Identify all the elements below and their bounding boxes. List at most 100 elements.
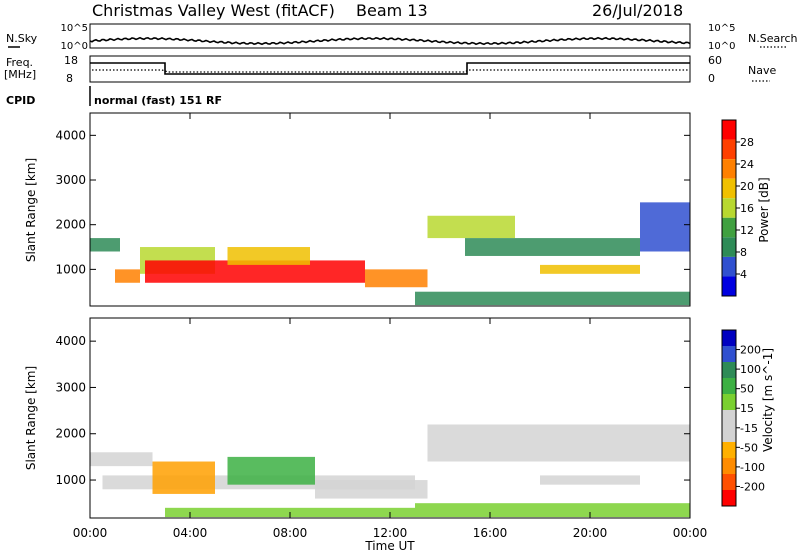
heatmap-region	[540, 475, 640, 485]
nave-label: Nave	[748, 64, 776, 77]
heatmap-region	[227, 247, 310, 265]
noise-left-tick-top: 10^5	[61, 23, 88, 34]
colorbar-swatch	[722, 139, 736, 160]
noise-right-tick-top: 10^5	[708, 23, 735, 34]
noise-right-tick-bottom: 10^0	[708, 41, 735, 52]
colorbar-tick-label: -50	[740, 441, 758, 454]
colorbar-swatch	[722, 178, 736, 199]
colorbar-tick-label: 100	[740, 363, 761, 376]
x-tick-label: 12:00	[373, 526, 408, 540]
colorbar-swatch	[722, 378, 736, 394]
colorbar-swatch	[722, 474, 736, 490]
colorbar-swatch	[722, 442, 736, 458]
colorbar-swatch	[722, 458, 736, 474]
power-heatmap	[90, 202, 690, 306]
x-tick-label: 00:00	[673, 526, 708, 540]
heatmap-region	[90, 452, 153, 467]
y-tick-label: 2000	[55, 427, 86, 441]
power-colorbar: 28 24 20 16 12 8 4	[721, 119, 754, 297]
colorbar-swatch	[722, 217, 736, 238]
colorbar-tick-label: 20	[740, 180, 754, 193]
x-tick-label: 00:00	[73, 526, 108, 540]
velocity-heatmap	[90, 424, 690, 518]
y-tick-label: 4000	[55, 334, 86, 348]
heatmap-region	[365, 269, 428, 288]
x-tick-label: 20:00	[573, 526, 608, 540]
heatmap-region	[415, 291, 690, 306]
beam-label: Beam 13	[356, 1, 428, 20]
x-tick-label: 08:00	[273, 526, 308, 540]
heatmap-region	[90, 238, 120, 252]
velocity-colorbar: 200 100 50 15 -15 -50 -100 -200	[721, 329, 765, 507]
time-xaxis: 00:00 04:00 08:00 12:00 16:00 20:00 00:00	[73, 113, 708, 540]
colorbar-swatch	[722, 410, 736, 426]
freq-panel-frame	[89, 55, 691, 83]
colorbar-tick-label: 200	[740, 344, 761, 357]
heatmap-region	[145, 260, 365, 283]
velocity-ylabel: Slant Range [km]	[24, 366, 38, 470]
heatmap-region	[152, 461, 215, 494]
noise-panel: N.Sky 10^5 10^0 10^5 10^0 N.Search	[6, 23, 798, 52]
colorbar-swatch	[722, 394, 736, 410]
cpid-label: CPID	[6, 94, 35, 107]
freq-tick-top: 18	[64, 54, 78, 67]
y-tick-label: 1000	[55, 262, 86, 276]
y-tick-label: 3000	[55, 173, 86, 187]
nave-tick-bottom: 0	[708, 72, 715, 85]
heatmap-region	[640, 202, 690, 252]
heatmap-region	[427, 424, 690, 462]
colorbar-swatch	[722, 346, 736, 362]
x-tick-label: 16:00	[473, 526, 508, 540]
heatmap-region	[465, 238, 640, 256]
colorbar-tick-label: -100	[740, 461, 765, 474]
nave-tick-top: 60	[708, 54, 722, 67]
power-yaxis: 4000 3000 2000 1000	[55, 128, 690, 276]
power-colorbar-label: Power [dB]	[757, 177, 771, 242]
y-tick-label: 4000	[55, 128, 86, 142]
noise-sky-series	[89, 36, 691, 46]
colorbar-tick-label: 12	[740, 224, 754, 237]
colorbar-swatch	[722, 362, 736, 378]
colorbar-tick-label: 15	[740, 402, 754, 415]
colorbar-tick-label: 24	[740, 158, 754, 171]
power-ylabel: Slant Range [km]	[24, 158, 38, 262]
colorbar-swatch	[722, 120, 736, 140]
heatmap-region	[427, 215, 515, 239]
colorbar-tick-label: 16	[740, 202, 754, 215]
colorbar-swatch	[722, 426, 736, 442]
noise-panel-frame	[89, 23, 691, 49]
station-title: Christmas Valley West (fitACF)	[92, 1, 335, 20]
power-panel: Slant Range [km] 4000 3000 2000 1000 28 24 20…	[24, 112, 771, 307]
nave-series	[92, 69, 690, 73]
y-tick-label: 1000	[55, 473, 86, 487]
colorbar-tick-label: 8	[740, 246, 747, 259]
heatmap-region	[315, 480, 428, 499]
colorbar-swatch	[722, 490, 736, 506]
freq-label-2: [MHz]	[4, 68, 36, 81]
freq-tick-bottom: 8	[66, 72, 73, 85]
colorbar-swatch	[722, 198, 736, 218]
colorbar-tick-label: 50	[740, 383, 754, 396]
colorbar-swatch	[722, 330, 736, 346]
x-tick-label: 04:00	[173, 526, 208, 540]
noise-left-tick-bottom: 10^0	[61, 41, 88, 52]
noise-right-label: N.Search	[748, 32, 798, 45]
y-tick-label: 2000	[55, 218, 86, 232]
colorbar-swatch	[722, 159, 736, 179]
colorbar-tick-label: 4	[740, 268, 747, 281]
heatmap-region	[115, 269, 140, 283]
velocity-colorbar-label: Velocity [m s^-1]	[761, 348, 775, 452]
y-tick-label: 3000	[55, 380, 86, 394]
colorbar-tick-label: 28	[740, 136, 754, 149]
time-xlabel: Time UT	[364, 539, 415, 553]
colorbar-swatch	[722, 237, 736, 257]
cpid-text: normal (fast) 151 RF	[94, 94, 222, 107]
colorbar-swatch	[722, 256, 736, 277]
freq-series	[90, 62, 690, 75]
date-label: 26/Jul/2018	[592, 1, 683, 20]
colorbar-swatch	[722, 276, 736, 296]
colorbar-frame	[721, 329, 737, 507]
freq-label-1: Freq.	[6, 56, 33, 69]
